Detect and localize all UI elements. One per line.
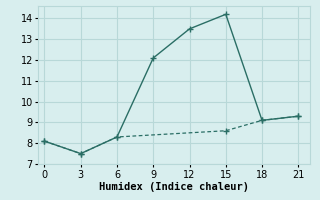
X-axis label: Humidex (Indice chaleur): Humidex (Indice chaleur)	[100, 182, 249, 192]
